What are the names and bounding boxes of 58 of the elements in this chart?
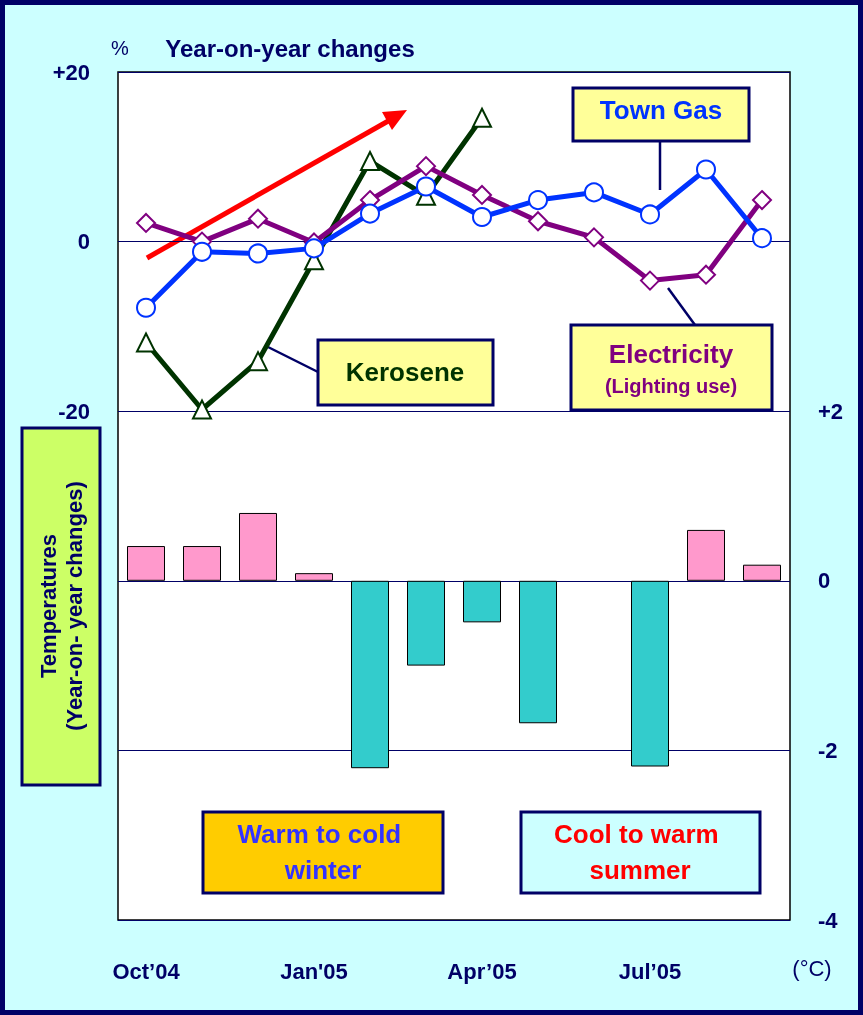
- y-tick-label: 0: [77, 229, 90, 255]
- y-tick-label: +20: [52, 59, 90, 85]
- y2-tick-label: +2: [818, 398, 844, 424]
- y-axis-title: %: [111, 37, 130, 59]
- bar: [295, 573, 333, 581]
- point: [584, 227, 604, 248]
- bar: [351, 580, 389, 769]
- point: [136, 297, 156, 318]
- point: [360, 151, 380, 172]
- point: [416, 156, 436, 177]
- point: [696, 264, 716, 285]
- point: [528, 190, 548, 211]
- point: [472, 107, 492, 128]
- text: Kerosene: [345, 357, 465, 387]
- point: [640, 204, 660, 225]
- bar: [631, 580, 669, 767]
- point: [472, 184, 492, 205]
- point: [136, 212, 156, 233]
- point: [696, 159, 716, 180]
- point: [360, 203, 380, 224]
- x-tick-label: Jan'05: [280, 958, 348, 984]
- point: [248, 351, 268, 372]
- annotation: Warm to cold winter: [237, 819, 409, 885]
- point: [192, 241, 212, 262]
- point: [472, 207, 492, 227]
- bar: [127, 546, 165, 581]
- point: [416, 176, 436, 197]
- bar: [463, 580, 501, 623]
- text: Temperatures (Year-on- year changes): [35, 481, 87, 731]
- annotation: (Lighting use): [604, 375, 738, 397]
- bar: [519, 580, 557, 724]
- x-tick-label: Apr’05: [447, 958, 517, 984]
- point: [640, 270, 660, 291]
- text: (°C): [792, 955, 832, 981]
- point: [304, 238, 324, 259]
- x-tick-label: Oct’04: [112, 958, 181, 984]
- point: [248, 208, 268, 229]
- y-tick-label: -20: [58, 398, 90, 424]
- point: [752, 228, 772, 249]
- point: [584, 182, 604, 203]
- x-tick-label: Jul’05: [618, 958, 682, 984]
- bar: [239, 512, 277, 581]
- bar: [687, 529, 725, 581]
- y2-tick-label: -2: [818, 737, 838, 763]
- point: [136, 332, 156, 353]
- text: Electricity: [608, 339, 734, 369]
- point: [248, 243, 268, 264]
- y2-tick-label: 0: [818, 568, 831, 594]
- series-label: Town Gas: [599, 95, 723, 125]
- y2-tick-label: -4: [818, 907, 839, 933]
- point: [192, 399, 212, 420]
- bar: [183, 546, 221, 581]
- point: [752, 190, 772, 211]
- bar: [407, 580, 445, 666]
- bar: [743, 564, 781, 581]
- chart-title: Year-on-year changes: [165, 34, 415, 62]
- annotation: Cool to warm summer: [554, 819, 726, 885]
- point: [528, 211, 548, 232]
